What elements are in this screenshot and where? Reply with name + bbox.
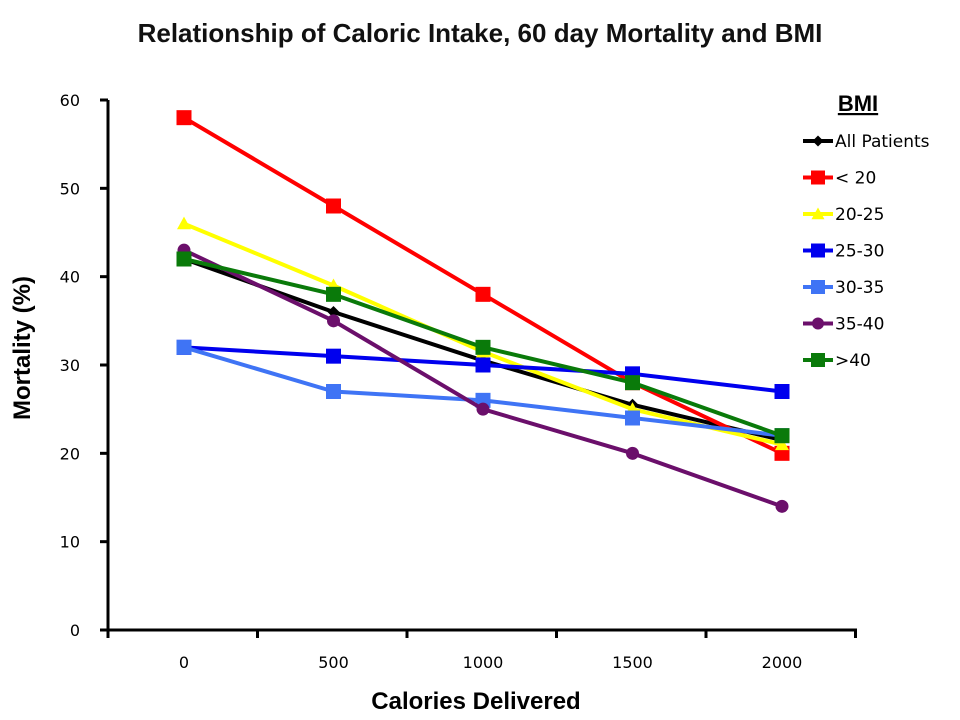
legend-label: 30-35 — [835, 278, 884, 298]
y-tick-label: 20 — [60, 444, 80, 463]
legend-item: 25-30 — [803, 242, 884, 262]
series-layer — [176, 110, 790, 513]
x-tick-label: 2000 — [762, 653, 803, 672]
legend-item: All Patients — [803, 132, 930, 152]
legend: BMI All Patients < 20 20-25 25-30 30-35 35-40… — [803, 91, 930, 371]
legend-swatch-marker — [811, 207, 825, 220]
y-tick-label: 50 — [60, 179, 80, 198]
legend-item: 35-40 — [803, 315, 884, 335]
data-point — [327, 314, 340, 328]
y-axis-title: Mortality (%) — [9, 276, 36, 420]
series-5 — [177, 243, 789, 513]
data-point — [326, 286, 341, 302]
legend-item: 20-25 — [803, 205, 884, 225]
y-tick-label: 0 — [70, 621, 80, 640]
y-tick-label: 30 — [60, 356, 80, 375]
data-point — [475, 357, 491, 373]
x-tick-label: 500 — [318, 653, 349, 672]
data-point — [774, 428, 790, 444]
data-point — [475, 286, 491, 302]
data-point — [326, 348, 341, 364]
legend-item: < 20 — [803, 169, 876, 189]
legend-label: >40 — [835, 351, 871, 371]
y-tick-label: 40 — [60, 268, 80, 287]
legend-label: 35-40 — [835, 315, 884, 335]
data-point — [476, 402, 490, 416]
legend-label: < 20 — [835, 169, 876, 189]
legend-swatch-marker — [811, 353, 825, 367]
series-6 — [176, 251, 790, 444]
legend-item: >40 — [803, 351, 871, 371]
data-point — [177, 216, 191, 230]
legend-swatch-marker — [812, 317, 824, 330]
x-tick-label: 1500 — [612, 653, 653, 672]
chart-title: Relationship of Caloric Intake, 60 day M… — [137, 18, 823, 48]
legend-item: 30-35 — [803, 278, 884, 298]
y-tick-label: 10 — [60, 533, 80, 552]
y-tick-label: 60 — [60, 91, 80, 110]
data-point — [176, 251, 192, 267]
data-point — [775, 499, 789, 513]
data-point — [176, 110, 192, 126]
data-point — [326, 384, 341, 399]
x-tick-label: 0 — [179, 653, 189, 672]
legend-swatch-marker — [811, 280, 825, 294]
data-point — [475, 339, 491, 355]
data-point — [626, 446, 639, 460]
legend-label: 20-25 — [835, 205, 884, 225]
x-tick-label: 1000 — [463, 653, 504, 672]
legend-label: 25-30 — [835, 242, 884, 262]
data-point — [625, 410, 640, 426]
legend-title: BMI — [838, 91, 878, 116]
data-point — [775, 437, 789, 451]
data-point — [326, 198, 341, 214]
x-axis-title: Calories Delivered — [371, 688, 580, 715]
data-point — [176, 339, 192, 355]
legend-swatch-marker — [812, 135, 824, 147]
legend-swatch-marker — [811, 170, 825, 185]
axes: 0 10 20 30 40 50 60 0 500 1000 1500 2000 — [60, 91, 857, 672]
legend-label: All Patients — [835, 132, 930, 152]
legend-swatch-marker — [811, 243, 825, 258]
data-point — [774, 384, 790, 399]
data-point — [327, 306, 340, 318]
data-point — [625, 375, 640, 391]
